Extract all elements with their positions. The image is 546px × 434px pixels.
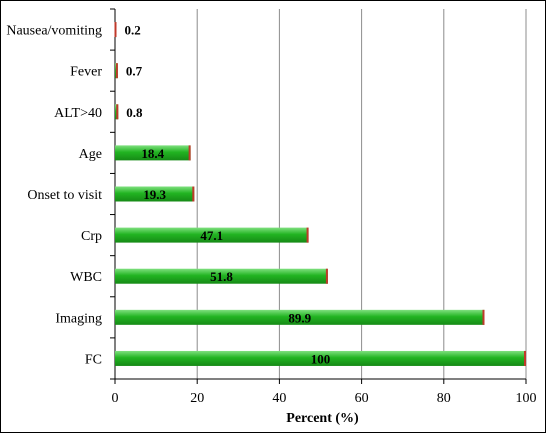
- bar: [115, 145, 191, 161]
- bar-value-label: 0.7: [126, 64, 143, 79]
- category-label: FC: [85, 352, 102, 367]
- bar-value-label: 89.9: [288, 310, 311, 325]
- bar-edge: [482, 309, 485, 325]
- bar-value-label: 51.8: [210, 269, 233, 284]
- category-label: ALT>40: [54, 106, 102, 121]
- bar-edge: [306, 227, 309, 243]
- x-tick-label: 40: [272, 391, 286, 406]
- bar-value-label: 0.8: [126, 105, 143, 120]
- bar-value-label: 47.1: [200, 228, 223, 243]
- bar: [115, 268, 328, 284]
- bar-value-label: 19.3: [143, 187, 166, 202]
- x-tick-label: 100: [516, 391, 537, 406]
- bar: [115, 186, 195, 202]
- category-label: Imaging: [55, 311, 102, 326]
- category-label: Onset to visit: [27, 188, 102, 203]
- x-tick-label: 60: [355, 391, 369, 406]
- category-label: Nausea/vomiting: [6, 24, 102, 39]
- category-label: Crp: [81, 229, 102, 244]
- x-tick-label: 0: [112, 391, 119, 406]
- bar-edge: [524, 350, 526, 366]
- bar-value-label: 0.2: [125, 23, 141, 38]
- bar-edge: [188, 145, 191, 161]
- category-label: WBC: [70, 270, 102, 285]
- x-axis-title: Percent (%): [286, 411, 359, 426]
- bar: [115, 227, 309, 243]
- bar: [115, 350, 526, 366]
- category-label: Fever: [70, 65, 102, 80]
- bar-edge: [115, 63, 118, 79]
- bar-edge: [116, 104, 119, 120]
- x-tick-label: 80: [437, 391, 451, 406]
- bar: [115, 309, 485, 325]
- bar-edge: [325, 268, 328, 284]
- x-tick-label: 20: [190, 391, 204, 406]
- bar-edge: [114, 22, 117, 38]
- category-label: Age: [79, 147, 102, 162]
- bar-value-label: 18.4: [141, 146, 164, 161]
- bar-value-label: 100: [311, 351, 331, 366]
- bar-edge: [192, 186, 195, 202]
